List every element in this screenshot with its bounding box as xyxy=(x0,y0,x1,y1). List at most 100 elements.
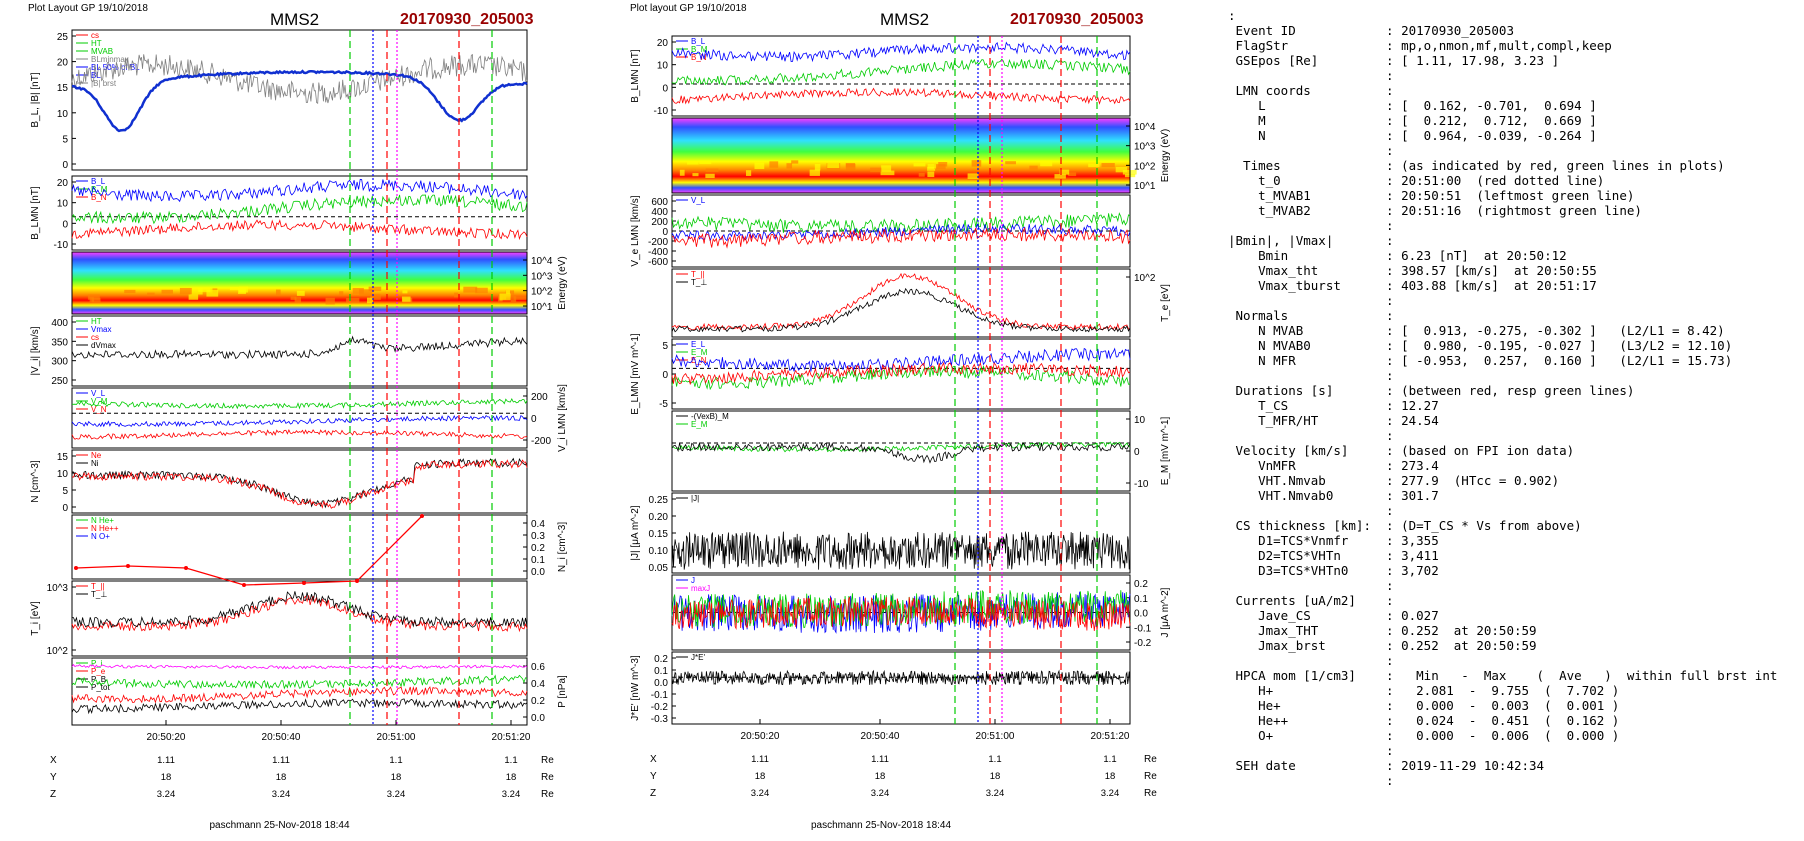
panel-5: E_M [mV m^-1] 10 0 -10 -(VexB)_ME_M xyxy=(671,410,1171,492)
spectrogram-blob xyxy=(206,289,219,297)
time-tick-label: 20:51:20 xyxy=(1091,731,1130,742)
spectrogram-blob xyxy=(745,170,752,176)
info-line: M : [ 0.212, 0.712, 0.669 ] xyxy=(1228,113,1597,128)
info-line: HPCA mom [1/cm3] : Min - Max ( Ave ) wit… xyxy=(1228,668,1778,683)
spectrogram-blob xyxy=(1088,163,1100,168)
tick-label: -10 xyxy=(1134,479,1149,490)
spectrogram-blob xyxy=(190,287,203,295)
position-label: Z xyxy=(650,788,656,799)
tick-label: 0.2 xyxy=(1134,579,1148,590)
tick-label: 20 xyxy=(57,178,69,189)
tick-label: 0.6 xyxy=(531,662,545,673)
tick-label: 200 xyxy=(651,217,668,228)
axis-label: N [cm^-3] xyxy=(30,460,41,503)
legend-entry: MVAB xyxy=(91,47,113,56)
info-line: : xyxy=(1228,68,1394,83)
tick-label: 0 xyxy=(62,219,68,230)
panel-frame xyxy=(71,175,528,251)
spectrogram xyxy=(672,118,1130,193)
event-title: 20170930_205003 xyxy=(400,11,534,28)
tick-label: 10 xyxy=(57,109,69,120)
axis-label: V_i LMN [km/s] xyxy=(557,384,568,452)
tick-label: -0.1 xyxy=(651,690,669,701)
ni-point xyxy=(126,564,130,568)
spectrogram-blob xyxy=(1059,169,1070,175)
spectrogram-blob xyxy=(147,292,155,296)
tick-label: 5 xyxy=(662,341,668,352)
panel-8: P [nPa] 0.6 0.4 0.2 0.0 P_iP_eP_BP_tot xyxy=(71,657,568,726)
position-value: 1.1 xyxy=(1103,754,1116,765)
position-value: 3.24 xyxy=(871,788,890,799)
spectrogram-blob xyxy=(401,296,411,302)
tick-label: 0.25 xyxy=(649,495,669,506)
axis-label: P [nPa] xyxy=(557,675,568,708)
tick-label: 10^4 xyxy=(531,256,553,267)
position-value: 18 xyxy=(755,771,766,782)
series-line xyxy=(71,53,528,105)
info-line: |Bmin|, |Vmax| : xyxy=(1228,233,1394,248)
series-line xyxy=(671,87,1131,105)
info-line: T_MFR/HT : 24.54 xyxy=(1228,413,1439,428)
axis-label: |V_i| [km/s] xyxy=(30,326,41,375)
info-line: H+ : 2.081 - 9.755 ( 7.702 ) xyxy=(1228,683,1620,698)
legend-entry: E_L xyxy=(691,340,706,349)
info-line: N : [ 0.964, -0.039, -0.264 ] xyxy=(1228,128,1597,143)
series-line xyxy=(671,361,1131,385)
time-tick-label: 20:51:00 xyxy=(976,731,1015,742)
spectrogram-blob xyxy=(505,290,510,294)
position-value: 18 xyxy=(506,772,517,783)
tick-label: 350 xyxy=(51,337,68,348)
tick-label: 0 xyxy=(62,503,68,514)
spectrogram-blob xyxy=(296,290,305,296)
series-line xyxy=(71,69,528,133)
axis-label: T_e [eV] xyxy=(1160,284,1171,322)
axis-label: |J| [μA m^-2] xyxy=(630,505,641,560)
series-line xyxy=(671,41,1131,63)
tick-label: 0.0 xyxy=(654,678,668,689)
tick-label: 10^1 xyxy=(1134,181,1156,192)
tick-label: 0.2 xyxy=(531,696,545,707)
info-line: t_MVAB1 : 20:50:51 (leftmost green line) xyxy=(1228,188,1635,203)
info-line: : xyxy=(1228,143,1394,158)
spectrogram-blob xyxy=(786,163,793,169)
spectrogram-blob xyxy=(463,286,478,293)
tick-label: -400 xyxy=(648,247,668,258)
tick-label: 0 xyxy=(662,83,668,94)
spectrogram-blob xyxy=(679,169,685,176)
series-line xyxy=(671,287,1131,333)
legend-entry: J*E' xyxy=(691,653,705,662)
series-line xyxy=(71,698,528,715)
tick-label: 300 xyxy=(51,357,68,368)
position-unit: Re xyxy=(541,789,554,800)
tick-label: 0 xyxy=(531,414,537,425)
tick-label: 10 xyxy=(57,469,69,480)
legend-entry: B_N xyxy=(691,53,707,62)
series-line xyxy=(71,429,528,440)
legend-entry: Ne xyxy=(91,451,102,460)
panel-frame xyxy=(671,117,1131,194)
info-line: VHT.Nmvab : 277.9 (HTcc = 0.902) xyxy=(1228,473,1560,488)
legend-entry: N He+ xyxy=(91,516,114,525)
tick-label: -5 xyxy=(659,399,668,410)
spectrogram-blob xyxy=(1115,166,1128,173)
series-line xyxy=(671,347,1131,373)
series-line xyxy=(71,595,528,633)
legend-entry: Ni xyxy=(91,459,99,468)
spectrogram-blob xyxy=(687,161,699,165)
legend-entry: P_i xyxy=(91,659,103,668)
info-line: : xyxy=(1228,8,1236,23)
time-tick-label: 20:50:40 xyxy=(262,732,301,743)
info-line: Bmin : 6.23 [nT] at 20:50:12 xyxy=(1228,248,1567,263)
spectrogram-blob xyxy=(927,166,936,171)
ni-point xyxy=(184,566,188,570)
tick-label: 0.05 xyxy=(649,563,669,574)
legend-entry: |B| brst xyxy=(91,79,117,88)
legend-entry: P_tot xyxy=(91,683,110,692)
panel-1: B_LMN [nT] 20 10 0 -10 B_LB_MB_N xyxy=(30,175,528,251)
spectrogram-blob xyxy=(229,287,239,291)
spectrogram-blob xyxy=(705,168,719,172)
series-line xyxy=(671,223,1131,242)
legend-entry: T_|| xyxy=(91,582,105,591)
tick-label: -10 xyxy=(54,240,69,251)
